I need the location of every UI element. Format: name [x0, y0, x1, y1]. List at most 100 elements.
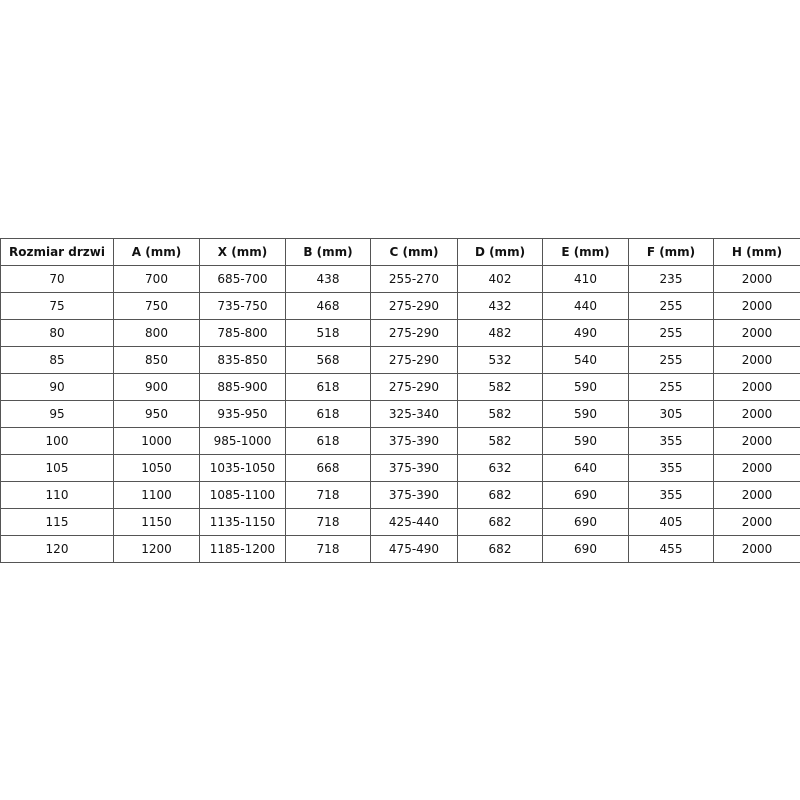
table-cell: 468	[285, 292, 371, 320]
table-cell: 275-290	[370, 373, 458, 401]
table-cell: 490	[542, 319, 629, 347]
table-cell: 235	[628, 265, 714, 293]
table-cell: 690	[542, 481, 629, 509]
table-cell: 2000	[713, 481, 800, 509]
table-cell: 90	[0, 373, 114, 401]
table-row: 100 1000 985-1000 618 375-390 582 590 355 2000	[0, 427, 800, 455]
table-cell: 95	[0, 400, 114, 428]
table-cell: 685-700	[199, 265, 286, 293]
dimensions-table: Rozmiar drzwi A (mm) X (mm) B (mm) C (mm) D (…	[0, 238, 800, 563]
table-cell: 682	[457, 535, 543, 563]
table-cell: 518	[285, 319, 371, 347]
table-cell: 540	[542, 346, 629, 374]
table-cell: 110	[0, 481, 114, 509]
table-cell: 375-390	[370, 427, 458, 455]
header-cell: Rozmiar drzwi	[0, 238, 114, 266]
table-cell: 482	[457, 319, 543, 347]
header-cell: B (mm)	[285, 238, 371, 266]
table-cell: 1200	[113, 535, 200, 563]
table-cell: 582	[457, 373, 543, 401]
table-cell: 1185-1200	[199, 535, 286, 563]
table-row: 95 950 935-950 618 325-340 582 590 305 2000	[0, 400, 800, 428]
table-cell: 275-290	[370, 319, 458, 347]
table-cell: 85	[0, 346, 114, 374]
table-cell: 582	[457, 427, 543, 455]
table-row: 115 1150 1135-1150 718 425-440 682 690 405 2000	[0, 508, 800, 536]
table-cell: 2000	[713, 292, 800, 320]
table-cell: 935-950	[199, 400, 286, 428]
table-cell: 325-340	[370, 400, 458, 428]
table-cell: 305	[628, 400, 714, 428]
table-cell: 682	[457, 481, 543, 509]
table-cell: 618	[285, 373, 371, 401]
table-cell: 590	[542, 400, 629, 428]
table-cell: 690	[542, 535, 629, 563]
table-cell: 115	[0, 508, 114, 536]
table-cell: 2000	[713, 346, 800, 374]
table-row: 80 800 785-800 518 275-290 482 490 255 2000	[0, 319, 800, 347]
header-cell: X (mm)	[199, 238, 286, 266]
table-row: 110 1100 1085-1100 718 375-390 682 690 355 2000	[0, 481, 800, 509]
table-cell: 568	[285, 346, 371, 374]
table-cell: 735-750	[199, 292, 286, 320]
header-row: Rozmiar drzwi A (mm) X (mm) B (mm) C (mm) D (…	[0, 238, 800, 266]
table-cell: 410	[542, 265, 629, 293]
table-row: 85 850 835-850 568 275-290 532 540 255 2000	[0, 346, 800, 374]
table-cell: 2000	[713, 265, 800, 293]
table-cell: 1035-1050	[199, 454, 286, 482]
table-row: 90 900 885-900 618 275-290 582 590 255 2000	[0, 373, 800, 401]
table-cell: 2000	[713, 454, 800, 482]
header-cell: D (mm)	[457, 238, 543, 266]
table-cell: 950	[113, 400, 200, 428]
table-header: Rozmiar drzwi A (mm) X (mm) B (mm) C (mm) D (…	[0, 238, 800, 266]
table-cell: 750	[113, 292, 200, 320]
table-cell: 668	[285, 454, 371, 482]
table-cell: 618	[285, 427, 371, 455]
table-cell: 718	[285, 535, 371, 563]
table-cell: 590	[542, 373, 629, 401]
table-cell: 1050	[113, 454, 200, 482]
table-cell: 2000	[713, 535, 800, 563]
table-cell: 355	[628, 454, 714, 482]
table-cell: 440	[542, 292, 629, 320]
table-cell: 2000	[713, 427, 800, 455]
table-cell: 2000	[713, 373, 800, 401]
table-cell: 432	[457, 292, 543, 320]
table-cell: 120	[0, 535, 114, 563]
table-cell: 255	[628, 319, 714, 347]
table-cell: 275-290	[370, 346, 458, 374]
table-cell: 1135-1150	[199, 508, 286, 536]
header-cell: H (mm)	[713, 238, 800, 266]
table-cell: 618	[285, 400, 371, 428]
table-cell: 75	[0, 292, 114, 320]
table-cell: 682	[457, 508, 543, 536]
table-cell: 532	[457, 346, 543, 374]
table-cell: 700	[113, 265, 200, 293]
table-cell: 475-490	[370, 535, 458, 563]
table-cell: 255-270	[370, 265, 458, 293]
table-cell: 640	[542, 454, 629, 482]
table-cell: 375-390	[370, 454, 458, 482]
table-cell: 355	[628, 427, 714, 455]
table-cell: 835-850	[199, 346, 286, 374]
table-cell: 255	[628, 292, 714, 320]
table-cell: 900	[113, 373, 200, 401]
table-cell: 2000	[713, 319, 800, 347]
table-cell: 80	[0, 319, 114, 347]
table-row: 120 1200 1185-1200 718 475-490 682 690 455 2000	[0, 535, 800, 563]
table-cell: 425-440	[370, 508, 458, 536]
header-cell: A (mm)	[113, 238, 200, 266]
header-cell: C (mm)	[370, 238, 458, 266]
table-cell: 590	[542, 427, 629, 455]
table-cell: 255	[628, 373, 714, 401]
table-cell: 405	[628, 508, 714, 536]
table-row: 75 750 735-750 468 275-290 432 440 255 2000	[0, 292, 800, 320]
table-cell: 800	[113, 319, 200, 347]
table-cell: 70	[0, 265, 114, 293]
table-row: 105 1050 1035-1050 668 375-390 632 640 355 2000	[0, 454, 800, 482]
table-cell: 985-1000	[199, 427, 286, 455]
table-cell: 402	[457, 265, 543, 293]
table-cell: 255	[628, 346, 714, 374]
table-cell: 1100	[113, 481, 200, 509]
table-cell: 1150	[113, 508, 200, 536]
